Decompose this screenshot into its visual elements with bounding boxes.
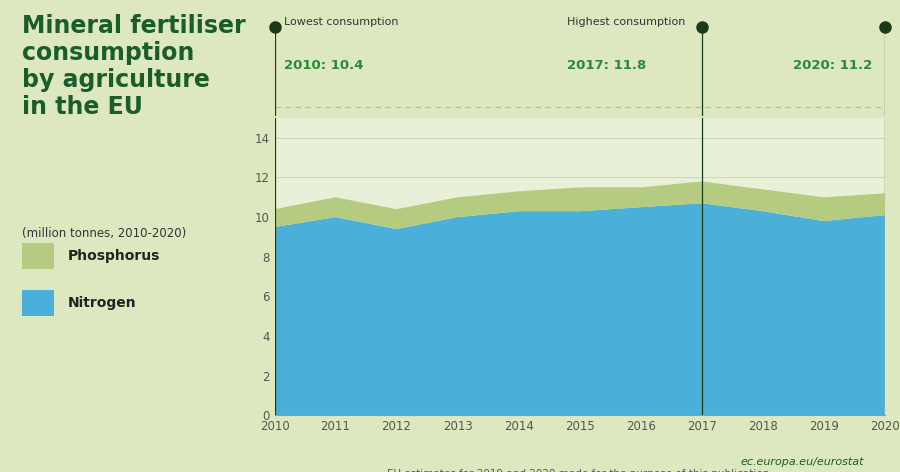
Text: Lowest consumption: Lowest consumption (284, 17, 398, 27)
Text: Nitrogen: Nitrogen (68, 296, 136, 310)
Text: ec.europa.eu/eurostat: ec.europa.eu/eurostat (741, 457, 864, 467)
Text: Phosphorus: Phosphorus (68, 249, 160, 263)
Text: 2010: 10.4: 2010: 10.4 (284, 59, 364, 72)
Text: 2020: 11.2: 2020: 11.2 (793, 59, 872, 72)
Text: EU estimates for 2019 and 2020 made for the purpose of this publication.: EU estimates for 2019 and 2020 made for … (387, 469, 772, 472)
Text: Highest consumption: Highest consumption (567, 17, 686, 27)
Text: 2017: 11.8: 2017: 11.8 (567, 59, 646, 72)
Text: (million tonnes, 2010-2020): (million tonnes, 2010-2020) (22, 227, 185, 240)
FancyBboxPatch shape (22, 290, 54, 316)
Text: Mineral fertiliser
consumption
by agriculture
in the EU: Mineral fertiliser consumption by agricu… (22, 14, 245, 119)
FancyBboxPatch shape (22, 243, 54, 269)
